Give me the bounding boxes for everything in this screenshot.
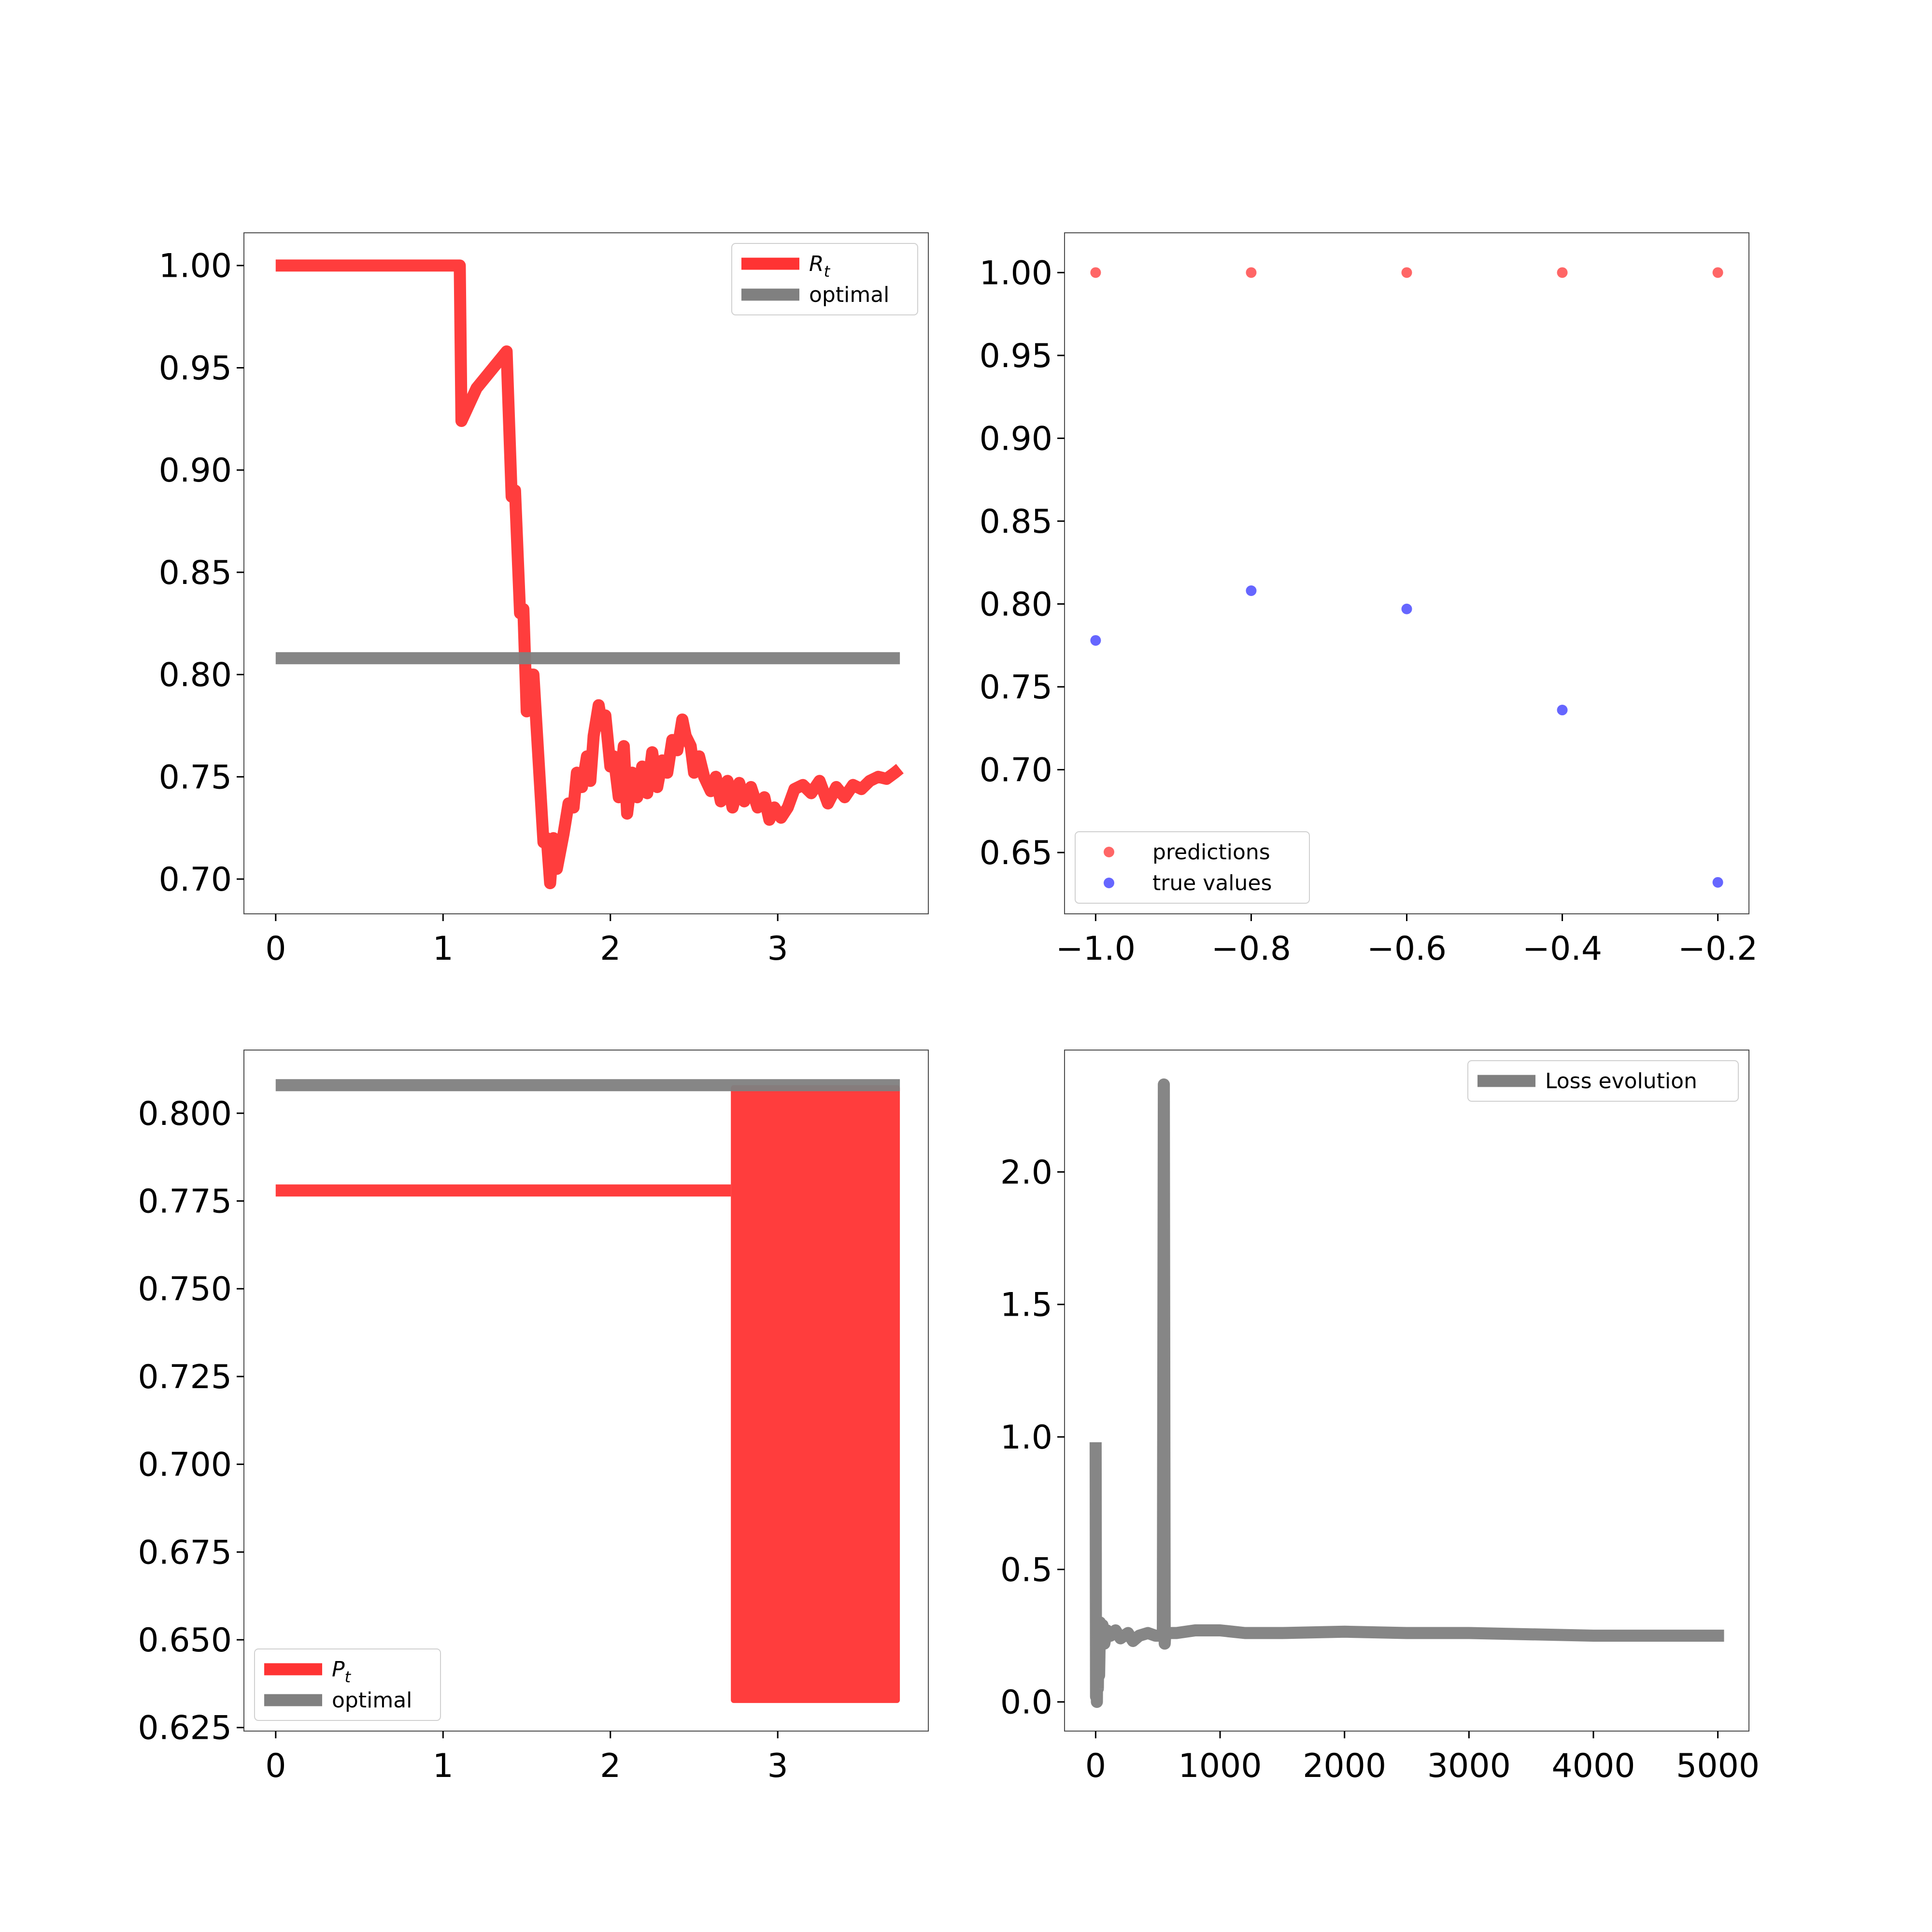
y-tick-label: 0.80: [980, 585, 1052, 624]
legend-marker: [1104, 847, 1114, 857]
y-tick-label: 0.85: [159, 554, 232, 592]
data-point: [1401, 267, 1412, 278]
x-tick-label: 1: [433, 1747, 454, 1785]
legend-label: true values: [1152, 871, 1272, 895]
y-tick-label: 2.0: [1000, 1153, 1052, 1192]
plot-area: [1089, 1078, 1724, 1708]
x-tick-label: 0: [1085, 1747, 1106, 1785]
y-tick-label: 0.75: [980, 668, 1052, 707]
y-tick-label: 1.0: [1000, 1419, 1052, 1457]
y-tick-label: 0.0: [1000, 1684, 1052, 1722]
plot-area: [275, 259, 904, 889]
y-tick-label: 0.90: [159, 452, 232, 490]
x-tick-label: 2: [600, 1747, 621, 1785]
x-tick-label: 0: [265, 930, 286, 968]
plot-area: [1090, 267, 1723, 888]
legend-label: optimal: [332, 1688, 412, 1713]
y-tick-label: 0.700: [138, 1446, 232, 1484]
y-tick-label: 1.5: [1000, 1286, 1052, 1324]
legend-label: optimal: [809, 283, 889, 307]
plot-area: [275, 1079, 900, 1703]
axes-frame: [1064, 1050, 1749, 1732]
y-tick-label: 0.725: [138, 1358, 232, 1396]
x-tick-label: 3000: [1427, 1747, 1511, 1785]
legend-label: predictions: [1152, 840, 1270, 865]
y-tick-label: 0.65: [980, 834, 1052, 872]
data-point: [1712, 877, 1723, 888]
axes-frame: [243, 232, 929, 914]
data-point: [1246, 585, 1257, 597]
legend: Loss evolution: [1467, 1060, 1739, 1102]
x-tick-label: 2000: [1303, 1747, 1386, 1785]
legend-label: Rt: [809, 252, 831, 281]
oscillation-band: [731, 1085, 900, 1703]
x-tick-label: −0.2: [1678, 930, 1758, 968]
y-tick-label: 0.70: [159, 861, 232, 899]
subplot-br: 0 1000 2000 3000 4000 5000 0.0 0.5 1.0 1.5 2.0 Loss…: [1000, 1050, 1760, 1785]
subplot-tl: 0 1 2 3 0.70 0.75 0.80 0.85 0.90 0.95 1.00 Rtoptima…: [159, 232, 929, 968]
y-tick-label: 0.75: [159, 758, 232, 796]
y-tick-label: 0.85: [980, 503, 1052, 541]
legend-marker: [1104, 878, 1114, 888]
y-tick-label: 0.70: [980, 752, 1052, 790]
data-point: [1401, 603, 1412, 614]
data-point: [1090, 635, 1101, 646]
x-tick-label: −1.0: [1056, 930, 1136, 968]
x-tick-label: 5000: [1676, 1747, 1760, 1785]
x-tick-label: −0.6: [1367, 930, 1447, 968]
x-tick-label: 1000: [1179, 1747, 1262, 1785]
x-tick-label: 4000: [1551, 1747, 1635, 1785]
subplot-bl: 0 1 2 3 0.625 0.650 0.675 0.700 0.725 0.750 0.775 0…: [138, 1050, 929, 1785]
y-tick-label: 0.625: [138, 1709, 232, 1747]
data-point: [1246, 267, 1257, 278]
y-tick-label: 0.750: [138, 1270, 232, 1308]
legend-label: Pt: [332, 1657, 352, 1686]
axes-frame: [243, 1050, 929, 1732]
y-tick-label: 1.00: [980, 254, 1052, 292]
x-tick-label: 0: [265, 1747, 286, 1785]
legend: predictions true values: [1075, 831, 1310, 904]
legend-frame: [1467, 1060, 1739, 1102]
y-tick-label: 0.675: [138, 1534, 232, 1572]
series-line: [1089, 1078, 1724, 1708]
y-tick-label: 0.775: [138, 1183, 232, 1221]
subplot-tr: −1.0 −0.8 −0.6 −0.4 −0.2 0.65 0.70 0.75 0.80 0.85…: [980, 232, 1758, 968]
y-tick-label: 0.800: [138, 1095, 232, 1133]
data-point: [1712, 267, 1723, 278]
y-tick-label: 0.650: [138, 1621, 232, 1660]
y-tick-label: 0.95: [980, 337, 1052, 375]
x-tick-label: 1: [433, 930, 454, 968]
y-tick-label: 1.00: [159, 247, 232, 285]
data-point: [1557, 267, 1568, 278]
legend-frame: [1075, 831, 1310, 904]
y-tick-label: 0.5: [1000, 1551, 1052, 1589]
y-tick-label: 0.95: [159, 349, 232, 387]
y-tick-label: 0.80: [159, 656, 232, 695]
x-tick-label: −0.8: [1211, 930, 1291, 968]
legend-label: Loss evolution: [1545, 1069, 1697, 1094]
y-tick-label: 0.90: [980, 420, 1052, 458]
axes-frame: [1064, 232, 1749, 914]
data-point: [1090, 267, 1101, 278]
x-tick-label: 3: [767, 1747, 788, 1785]
series-line: [275, 259, 904, 889]
x-tick-label: 2: [600, 930, 621, 968]
x-tick-label: −0.4: [1522, 930, 1602, 968]
x-tick-label: 3: [767, 930, 788, 968]
data-point: [1557, 705, 1568, 716]
